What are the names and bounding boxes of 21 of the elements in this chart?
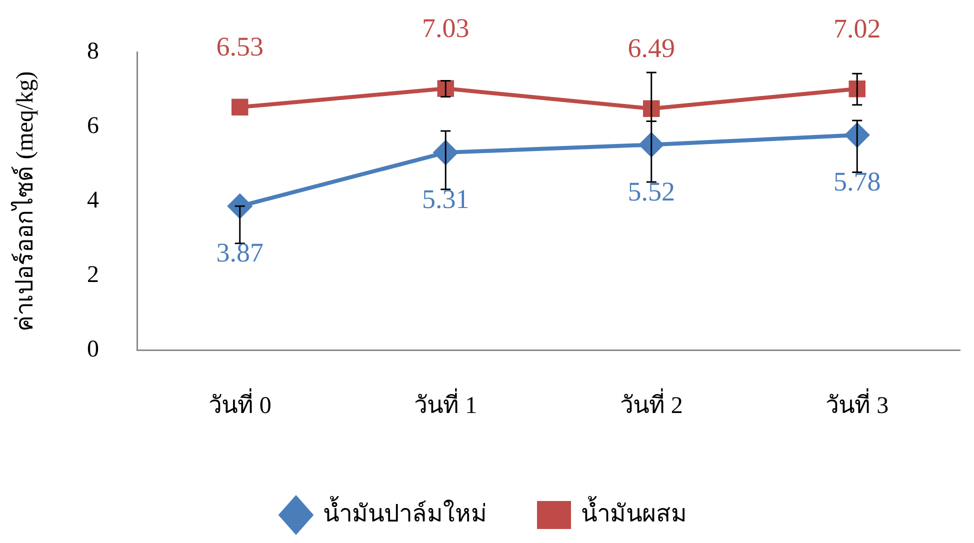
data-label: 5.31 (422, 184, 470, 214)
x-tick-label: วันที่ 1 (414, 388, 478, 419)
x-tick-label: วันที่ 0 (208, 388, 272, 419)
data-label: 5.52 (628, 176, 675, 206)
y-axis-title: ค่าเปอร์ออกไซด์ (meq/kg) (10, 71, 39, 332)
y-tick-label: 6 (87, 113, 99, 140)
data-label: 3.87 (216, 238, 264, 268)
y-tick-label: 2 (87, 262, 99, 288)
data-label: 5.78 (834, 166, 881, 197)
y-tick-label: 4 (87, 188, 99, 214)
legend-label: น้ำมันปาล์มใหม่ (323, 495, 499, 528)
data-label: 7.02 (834, 13, 881, 44)
y-tick-label: 0 (87, 336, 99, 362)
data-label: 7.03 (422, 13, 470, 44)
x-tick-label: วันที่ 3 (826, 388, 889, 419)
legend-label: น้ำมันผสม (581, 495, 699, 528)
point (232, 98, 248, 116)
x-tick-label: วันที่ 2 (620, 388, 683, 419)
data-label: 6.53 (216, 32, 264, 62)
y-tick-label: 8 (87, 38, 99, 65)
data-label: 6.49 (628, 33, 675, 64)
